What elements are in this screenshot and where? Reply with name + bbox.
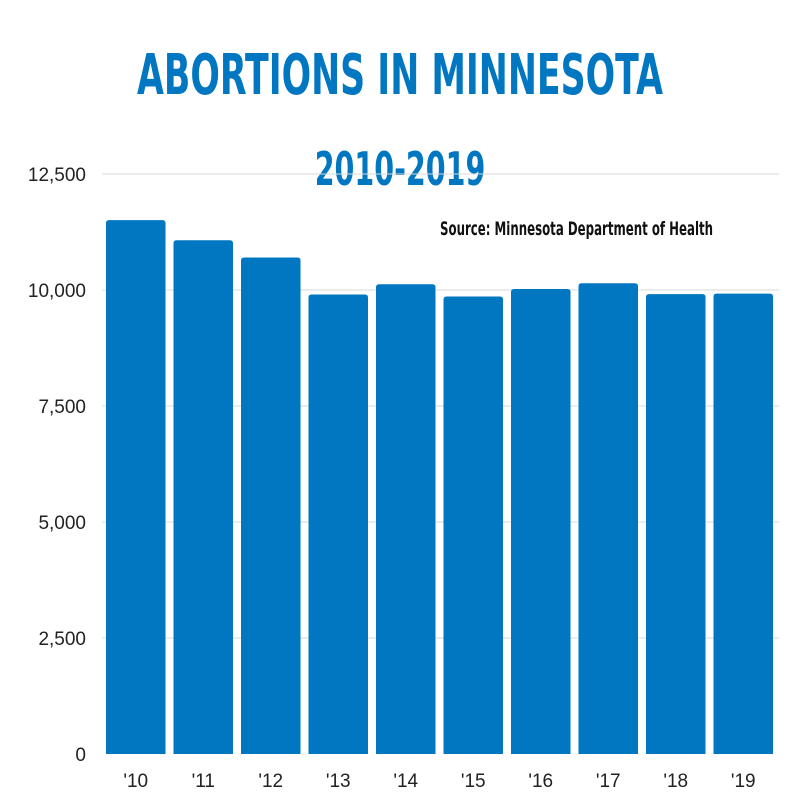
bar	[646, 294, 706, 754]
x-tick-label: '13	[326, 771, 351, 792]
y-tick-label: 7,500	[38, 397, 86, 418]
x-tick-label: '15	[461, 771, 486, 792]
bar	[173, 240, 233, 754]
bar	[376, 284, 436, 754]
bar	[443, 296, 503, 754]
source-note: Source: Minnesota Department of Health	[440, 218, 714, 240]
x-tick-label: '19	[731, 771, 756, 792]
bar	[713, 293, 773, 754]
x-tick-label: '10	[123, 771, 148, 792]
y-tick-label: 0	[75, 745, 86, 766]
x-tick-label: '16	[528, 771, 553, 792]
y-tick-label: 2,500	[38, 629, 86, 650]
bar	[308, 294, 368, 754]
bar	[241, 257, 301, 754]
chart-subtitle: 2010-2019	[314, 142, 486, 196]
bar	[578, 283, 638, 754]
x-tick-label: '14	[393, 771, 418, 792]
chart-title: ABORTIONS IN MINNESOTA	[136, 43, 664, 108]
x-tick-label: '11	[192, 771, 215, 792]
bar	[106, 220, 166, 755]
y-tick-label: 12,500	[28, 165, 86, 186]
x-tick-label: '18	[663, 771, 688, 792]
x-tick-label: '17	[596, 771, 621, 792]
x-tick-label: '12	[258, 771, 283, 792]
bar	[511, 289, 571, 754]
y-tick-label: 10,000	[28, 281, 86, 302]
y-tick-label: 5,000	[38, 513, 86, 534]
